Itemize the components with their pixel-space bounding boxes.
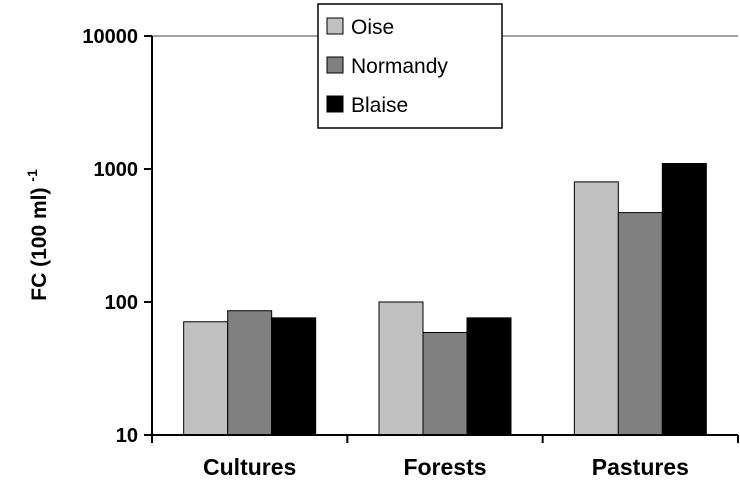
x-tick-label-forests: Forests <box>403 454 486 480</box>
bar-cultures-normandy <box>227 310 273 436</box>
y-axis-label-superscript: -1 <box>24 169 40 182</box>
legend-box <box>317 3 503 129</box>
legend: Oise Normandy Blaise <box>317 3 503 129</box>
legend-swatch-oise <box>326 17 344 35</box>
legend-swatch-blaise <box>326 95 344 113</box>
y-tick-label-10000: 10000 <box>82 26 138 48</box>
y-tick-label-10: 10 <box>116 425 138 447</box>
legend-swatch-normandy <box>326 56 344 74</box>
axes-layer <box>144 35 739 443</box>
bar-forests-oise <box>378 301 424 436</box>
bar-cultures-blaise <box>271 317 317 436</box>
bar-pastures-blaise <box>661 162 707 436</box>
bar-pastures-normandy <box>617 212 663 436</box>
bar-forests-normandy <box>422 331 468 436</box>
legend-label-blaise: Blaise <box>351 94 408 117</box>
bar-forests-blaise <box>466 317 512 436</box>
x-tick-label-pastures: Pastures <box>592 454 689 480</box>
y-axis-label-main: FC (100 ml) <box>28 182 51 301</box>
y-tick-label-100: 100 <box>105 292 138 314</box>
bars-layer <box>183 162 707 436</box>
y-tick-label-1000: 1000 <box>94 159 139 181</box>
bar-pastures-oise <box>573 181 619 436</box>
bar-cultures-oise <box>183 321 229 436</box>
y-axis-label: FC (100 ml) -1 <box>24 169 51 301</box>
labels-layer: Cultures Forests Pastures 10 100 1000 10000 FC … <box>24 26 689 480</box>
legend-label-oise: Oise <box>351 16 394 39</box>
x-tick-label-cultures: Cultures <box>203 454 296 480</box>
legend-label-normandy: Normandy <box>351 55 448 78</box>
